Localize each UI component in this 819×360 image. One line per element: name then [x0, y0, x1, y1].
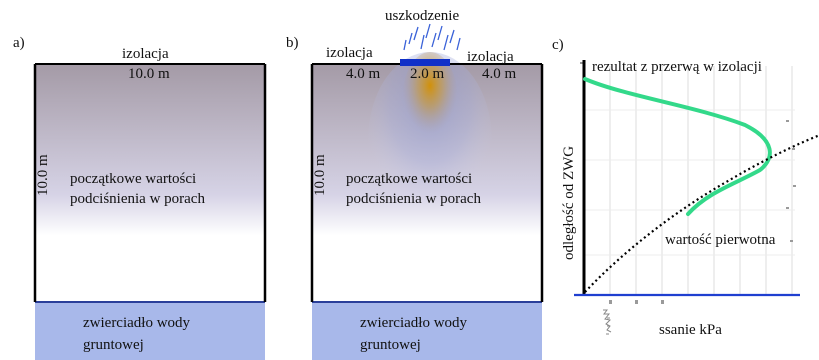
x-axis-scribble: [603, 309, 612, 335]
original-curve-label: wartość pierwotna: [665, 232, 776, 248]
water-zone-a: [35, 302, 265, 360]
result-curve: [583, 77, 772, 216]
panel-letter-b: b): [286, 35, 299, 51]
water-table-text-a-line1: zwierciadło wody: [83, 315, 191, 331]
left-width-label: 4.0 m: [346, 66, 381, 82]
panel-letter-c: c): [552, 37, 564, 53]
panel-letter-a: a): [13, 35, 25, 51]
initial-text-a-line1: początkowe wartości: [70, 171, 197, 187]
faint-tick-marks: [580, 62, 796, 304]
chart-gridlines: [584, 66, 795, 296]
initial-text-b-line1: początkowe wartości: [346, 171, 473, 187]
width-label-a: 10.0 m: [128, 66, 170, 82]
initial-text-b-line2: podciśnienia w porach: [346, 191, 481, 207]
y-axis-label: odległość od ZWG: [561, 145, 577, 260]
rain-streaks: [403, 23, 461, 51]
right-width-label: 4.0 m: [482, 66, 517, 82]
water-table-text-a-line2: gruntowej: [83, 337, 144, 353]
original-curve: [584, 134, 819, 293]
x-axis-label: ssanie kPa: [659, 322, 722, 338]
damage-label: uszkodzenie: [385, 8, 460, 24]
wetting-plume-core: [402, 52, 458, 148]
height-label-b: 10.0 m: [312, 154, 328, 196]
gap-width-label: 2.0 m: [410, 66, 445, 82]
water-zone-b: [312, 302, 542, 360]
water-table-text-b-line1: zwierciadło wody: [360, 315, 468, 331]
insulation-gap-marker: [400, 59, 450, 66]
insulation-label-a: izolacja: [122, 46, 169, 62]
result-curve-label: rezultat z przerwą w izolacji: [592, 59, 762, 75]
height-label-a: 10.0 m: [35, 154, 51, 196]
water-table-text-b-line2: gruntowej: [360, 337, 421, 353]
initial-text-a-line2: podciśnienia w porach: [70, 191, 205, 207]
soil-column-a: [35, 64, 265, 302]
insulation-left-label: izolacja: [326, 45, 373, 61]
insulation-right-label: izolacja: [467, 49, 514, 65]
